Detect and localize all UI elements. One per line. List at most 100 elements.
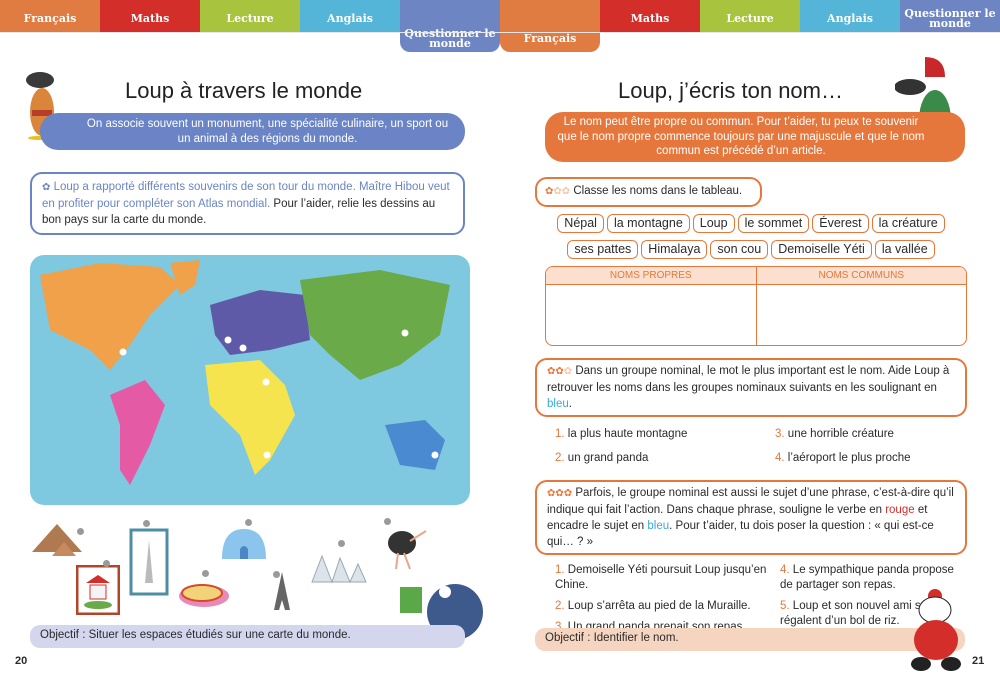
- exercise-2-item: 3. une horrible créature: [775, 427, 975, 442]
- paw-icon: ✿: [563, 366, 573, 377]
- word-chips-row-1: Népal la montagne Loup le sommet Éverest la c…: [530, 214, 972, 233]
- text: 2.: [555, 452, 565, 464]
- word-chips-row-2: ses pattes Himalaya son cou Demoiselle Yéti…: [530, 240, 972, 259]
- intro-text: On associe souvent un monument, une spéc…: [86, 118, 449, 145]
- asia: [300, 270, 450, 380]
- exercise-3-instruction: . Pour t’aider, tu dois poser la questio…: [547, 520, 934, 548]
- text: Loup et son nouvel ami se régalent d’un …: [780, 600, 928, 627]
- table-column-proper[interactable]: NOMS PROPRES: [546, 267, 757, 345]
- statue-of-liberty-picture-icon: [129, 528, 169, 596]
- south-america: [110, 380, 165, 485]
- word-chip[interactable]: Népal: [557, 214, 604, 233]
- text: 1.: [555, 428, 565, 440]
- exercise-instruction-blue: Loup a rapporté différents souvenirs de …: [42, 181, 450, 210]
- exercise-3-box: ✿✿✿ Parfois, le groupe nominal est aussi…: [535, 480, 967, 555]
- link-dot[interactable]: [384, 518, 391, 525]
- link-dot[interactable]: [245, 519, 252, 526]
- paw-icon: ✿✿: [547, 366, 564, 377]
- africa: [205, 360, 295, 475]
- objective-label: Objectif: [545, 632, 584, 644]
- panda-character-icon: [911, 589, 961, 671]
- exercise-3-item: 1. Demoiselle Yéti poursuit Loup jusqu’e…: [555, 563, 770, 593]
- word-chip[interactable]: Demoiselle Yéti: [771, 240, 872, 259]
- color-word-blue: bleu: [647, 520, 670, 532]
- link-dot[interactable]: [143, 520, 150, 527]
- tab-questionner-right[interactable]: Questionner le monde: [900, 0, 1000, 32]
- word-chip[interactable]: le sommet: [737, 214, 810, 233]
- text: Le sympathique panda propose de partager…: [780, 564, 954, 591]
- exercise-2-item: 1. la plus haute montagne: [555, 427, 765, 442]
- tab-maths-right[interactable]: Maths: [600, 0, 700, 32]
- link-dot[interactable]: [202, 570, 209, 577]
- exercise-2-list: 1. la plus haute montagne 3. une horribl…: [535, 427, 967, 466]
- pyramids-icon: [32, 524, 82, 556]
- exercise-3-instruction: Parfois, le groupe nominal est aussi le …: [547, 487, 954, 516]
- page-number-right: 21: [972, 655, 985, 667]
- word-chip[interactable]: Himalaya: [641, 240, 708, 259]
- objective-text: : Identifier le nom.: [584, 632, 679, 644]
- word-chip[interactable]: la vallée: [874, 240, 935, 259]
- tab-lecture-left[interactable]: Lecture: [200, 0, 300, 32]
- tab-maths-left[interactable]: Maths: [100, 0, 200, 32]
- link-dot[interactable]: [338, 540, 345, 547]
- text: un grand panda: [567, 452, 649, 464]
- pagoda-picture-icon: [76, 565, 120, 615]
- page-title-right: Loup, j’écris ton nom…: [618, 78, 843, 103]
- text: 2.: [555, 600, 565, 612]
- text: 1.: [555, 564, 565, 576]
- exercise-3-item: 4. Le sympathique panda propose de parta…: [780, 563, 955, 593]
- sydney-opera-icon: [311, 554, 367, 584]
- tab-questionner-left[interactable]: Questionner le monde: [400, 0, 500, 52]
- link-dot[interactable]: [273, 571, 280, 578]
- link-dot[interactable]: [103, 560, 110, 567]
- exercise-3-column: 4. Le sympathique panda propose de parta…: [780, 563, 955, 635]
- text: 3.: [775, 428, 785, 440]
- tab-francais-left[interactable]: Français: [0, 0, 100, 32]
- objective-label: Objectif: [40, 629, 79, 641]
- color-word-blue: bleu: [547, 398, 569, 410]
- exercise-box-left: ✿ Loup a rapporté différents souvenirs d…: [30, 172, 465, 235]
- exercise-3-item: 5. Loup et son nouvel ami se régalent d’…: [780, 599, 955, 629]
- table-header: NOMS PROPRES: [546, 267, 756, 285]
- exercise-3-item: 2. Loup s’arrêta au pied de la Muraille.: [555, 599, 770, 614]
- link-dot[interactable]: [77, 528, 84, 535]
- text: 3.: [555, 621, 565, 633]
- text: 4.: [780, 564, 790, 576]
- tab-anglais-right[interactable]: Anglais: [800, 0, 900, 32]
- oceania: [385, 420, 445, 470]
- tab-anglais-left[interactable]: Anglais: [300, 0, 400, 32]
- exercises-2-3: ✿✿✿ Dans un groupe nominal, le mot le pl…: [535, 358, 967, 635]
- word-chip[interactable]: la créature: [871, 214, 945, 233]
- text: Demoiselle Yéti poursuit Loup jusqu’en C…: [555, 564, 767, 591]
- world-map[interactable]: [30, 255, 470, 505]
- paw-icon: ✿: [42, 182, 51, 193]
- tab-lecture-right[interactable]: Lecture: [700, 0, 800, 32]
- page-title-left: Loup à travers le monde: [125, 78, 363, 103]
- intro-text: Le nom peut être propre ou commun. Pour …: [557, 116, 925, 158]
- text: 5.: [780, 600, 790, 612]
- paw-icon: ✿: [545, 186, 554, 197]
- exercise-1-box: ✿✿✿ Classe les noms dans le tableau.: [535, 177, 762, 207]
- exercise-3-column: 1. Demoiselle Yéti poursuit Loup jusqu’e…: [555, 563, 770, 635]
- intro-banner-right: Le nom peut être propre ou commun. Pour …: [545, 112, 965, 162]
- table-column-common[interactable]: NOMS COMMUNS: [756, 267, 966, 345]
- tab-francais-right[interactable]: Français: [500, 0, 600, 52]
- text: une horrible créature: [787, 428, 894, 440]
- word-chip[interactable]: Éverest: [812, 214, 869, 233]
- exercise-2-item: 4. l’aéroport le plus proche: [775, 451, 975, 466]
- word-chip[interactable]: son cou: [710, 240, 769, 259]
- exercise-2-box: ✿✿✿ Dans un groupe nominal, le mot le pl…: [535, 358, 967, 417]
- ostrich-icon: [388, 530, 427, 570]
- word-chip[interactable]: Loup: [692, 214, 735, 233]
- exercise-3-instruction: et encadre le sujet en: [547, 504, 928, 532]
- objective-bar-right: Objectif : Identifier le nom.: [535, 628, 965, 651]
- word-chip[interactable]: la montagne: [606, 214, 690, 233]
- page-number-left: 20: [15, 655, 28, 667]
- exercise-instruction: Pour l’aider, relie les dessins au bon p…: [42, 198, 436, 226]
- noun-classification-table: NOMS PROPRES NOMS COMMUNS: [545, 266, 967, 346]
- word-chip[interactable]: ses pattes: [567, 240, 639, 259]
- exercise-2-instruction: Dans un groupe nominal, le mot le plus i…: [547, 365, 950, 394]
- igloo-icon: [222, 529, 266, 559]
- text: Loup s’arrêta au pied de la Muraille.: [567, 600, 751, 612]
- paw-icon: ✿✿: [553, 186, 571, 197]
